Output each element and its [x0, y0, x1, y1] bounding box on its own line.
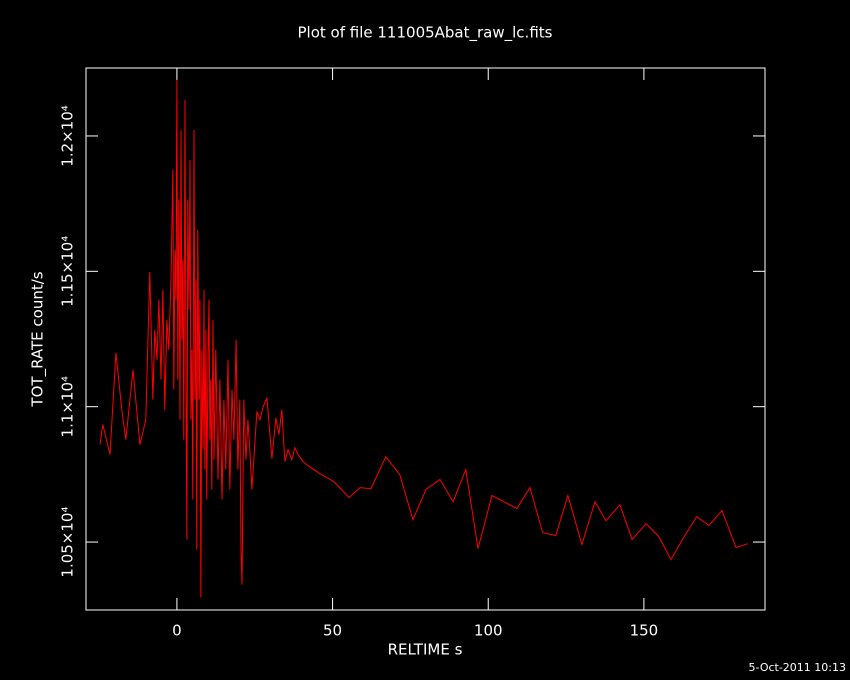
- x-tick-label: 50: [323, 622, 342, 640]
- x-tick-label: 0: [172, 622, 182, 640]
- timestamp: 5-Oct-2011 10:13: [749, 661, 846, 674]
- y-tick-label: 1.1×10⁴: [59, 376, 77, 438]
- x-axis-label: RELTIME s: [388, 641, 463, 659]
- data-line: [99, 79, 749, 598]
- y-tick-label: 1.15×10⁴: [59, 236, 77, 307]
- y-tick-label: 1.05×10⁴: [59, 507, 77, 578]
- y-axis-label: TOT_RATE count/s: [29, 271, 48, 407]
- y-tick-label: 1.2×10⁴: [59, 105, 77, 167]
- x-tick-label: 100: [474, 622, 503, 640]
- chart-title: Plot of file 111005Abat_raw_lc.fits: [298, 24, 553, 43]
- x-tick-label: 150: [630, 622, 659, 640]
- plot-frame: [85, 67, 766, 611]
